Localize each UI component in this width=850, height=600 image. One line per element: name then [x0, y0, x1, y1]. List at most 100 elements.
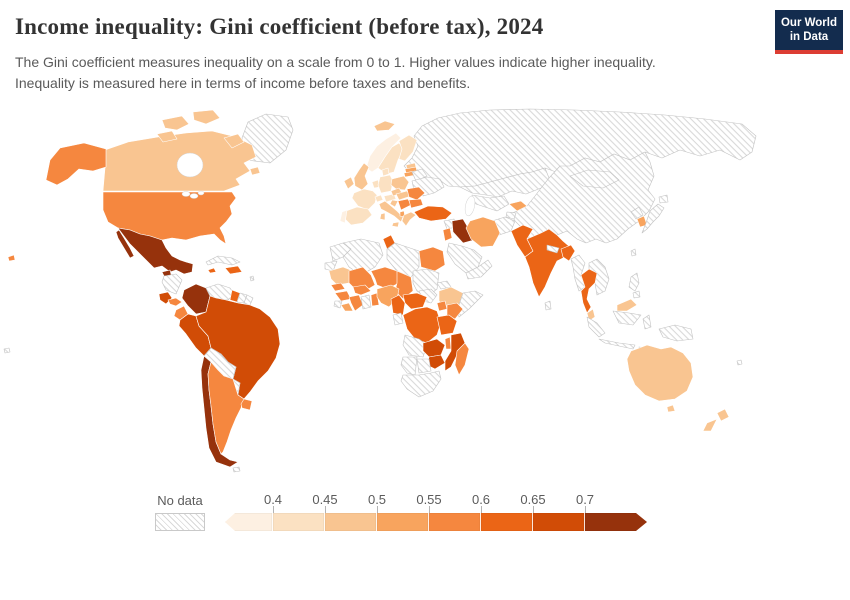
- country-iran[interactable]: [465, 216, 501, 248]
- country-new-zealand[interactable]: [716, 408, 730, 422]
- country-taiwan[interactable]: [630, 248, 637, 257]
- country-japan[interactable]: [658, 194, 669, 204]
- country-germany[interactable]: [377, 174, 394, 194]
- country-bulgaria[interactable]: [408, 198, 424, 209]
- country-belarus[interactable]: [411, 168, 428, 182]
- legend-bin-0.6-0.65[interactable]: [481, 513, 533, 531]
- country-lesser-antilles[interactable]: [249, 275, 255, 282]
- country-turkey[interactable]: [413, 205, 453, 222]
- country-greece[interactable]: [401, 211, 417, 227]
- country-malaysia[interactable]: [616, 298, 638, 312]
- country-denmark[interactable]: [381, 167, 390, 177]
- country-fiji[interactable]: [736, 359, 743, 366]
- country-kazakhstan[interactable]: [459, 167, 550, 198]
- country-nepal[interactable]: [546, 244, 560, 254]
- legend-bin-0.4-0.45[interactable]: [273, 513, 325, 531]
- country-brazil[interactable]: [195, 295, 281, 400]
- country-botswana[interactable]: [416, 358, 432, 374]
- legend-bin-<0.4[interactable]: [225, 513, 273, 531]
- legend-bin-0.5-0.55[interactable]: [377, 513, 429, 531]
- country-egypt[interactable]: [418, 246, 446, 272]
- country-uzbekistan-turkmenistan[interactable]: [471, 194, 510, 212]
- country-namibia[interactable]: [400, 356, 418, 376]
- country-dr-congo[interactable]: [402, 306, 442, 344]
- country-united-kingdom[interactable]: [353, 162, 370, 191]
- country-united-states[interactable]: [45, 142, 107, 186]
- country-senegal[interactable]: [330, 282, 346, 292]
- country-yemen-oman[interactable]: [465, 259, 493, 280]
- country-indonesia[interactable]: [598, 338, 636, 350]
- country-honduras-nicaragua[interactable]: [161, 273, 183, 295]
- country-indonesia[interactable]: [586, 316, 606, 338]
- country-central-african-republic[interactable]: [402, 292, 428, 310]
- country-italy[interactable]: [391, 221, 400, 228]
- country-kenya[interactable]: [446, 302, 464, 320]
- country-greenland[interactable]: [241, 113, 294, 164]
- country-madagascar[interactable]: [454, 342, 470, 376]
- country-poland[interactable]: [390, 175, 410, 191]
- country-sierra-leone[interactable]: [333, 300, 343, 309]
- country-romania[interactable]: [406, 186, 426, 201]
- country-libya[interactable]: [386, 242, 420, 278]
- country-jamaica[interactable]: [207, 267, 217, 274]
- country-chad[interactable]: [394, 270, 414, 300]
- country-philippines[interactable]: [628, 272, 640, 292]
- legend-bin->0.7[interactable]: [585, 513, 647, 531]
- country-falkland-islands[interactable]: [232, 466, 241, 473]
- legend-bin-0.45-0.5[interactable]: [325, 513, 377, 531]
- country-japan[interactable]: [641, 203, 665, 234]
- country-india[interactable]: [524, 228, 571, 298]
- country-argentina[interactable]: [207, 361, 245, 455]
- country-tajikistan[interactable]: [505, 211, 517, 220]
- country-italy[interactable]: [379, 212, 386, 221]
- country-guinea[interactable]: [334, 290, 352, 302]
- country-canada[interactable]: [156, 130, 178, 143]
- country-canada[interactable]: [192, 109, 221, 125]
- country-liberia[interactable]: [340, 302, 354, 312]
- country-myanmar[interactable]: [570, 254, 586, 292]
- country-uruguay[interactable]: [240, 398, 253, 411]
- country-north-korea[interactable]: [630, 206, 644, 220]
- country-indonesia[interactable]: [612, 310, 642, 326]
- country-gabon-congo[interactable]: [392, 312, 404, 326]
- country-italy[interactable]: [378, 200, 404, 223]
- country-mozambique[interactable]: [444, 332, 466, 372]
- country-ghana[interactable]: [360, 294, 372, 310]
- country-ireland[interactable]: [343, 176, 355, 190]
- country-mongolia[interactable]: [569, 169, 620, 189]
- legend-bin-0.55-0.6[interactable]: [429, 513, 481, 531]
- country-sri-lanka[interactable]: [544, 300, 552, 311]
- country-panama[interactable]: [167, 297, 183, 307]
- country-cuba[interactable]: [205, 255, 241, 266]
- country-indonesia[interactable]: [642, 314, 652, 330]
- country-france[interactable]: [351, 188, 378, 211]
- country-canada[interactable]: [161, 115, 190, 131]
- country-israel-jordan[interactable]: [442, 227, 453, 242]
- legend-no-data-swatch[interactable]: [155, 513, 205, 531]
- country-ivory-coast[interactable]: [348, 294, 364, 312]
- country-finland[interactable]: [398, 134, 418, 162]
- country-cameroon[interactable]: [390, 294, 406, 316]
- country-burkina-faso[interactable]: [352, 284, 372, 296]
- country-colombia[interactable]: [181, 283, 211, 315]
- owid-logo[interactable]: Our World in Data: [775, 10, 843, 54]
- country-mexico[interactable]: [117, 227, 194, 275]
- country-new-zealand[interactable]: [702, 418, 718, 432]
- country-australia[interactable]: [666, 404, 676, 413]
- country-iceland[interactable]: [373, 120, 396, 132]
- country-switzerland[interactable]: [374, 194, 384, 203]
- country-thailand[interactable]: [580, 268, 598, 314]
- country-niger[interactable]: [370, 266, 400, 290]
- country-united-states[interactable]: [7, 254, 16, 262]
- country-malawi[interactable]: [444, 336, 452, 350]
- country-south-africa[interactable]: [400, 370, 442, 398]
- country-norway[interactable]: [365, 132, 402, 173]
- country-philippines[interactable]: [632, 290, 641, 299]
- country-portugal[interactable]: [339, 209, 348, 224]
- country-mali[interactable]: [348, 266, 376, 292]
- country-papua-new-guinea[interactable]: [658, 324, 694, 342]
- country-algeria[interactable]: [342, 238, 384, 276]
- country-tanzania[interactable]: [436, 314, 458, 336]
- country-uganda[interactable]: [436, 300, 448, 312]
- country-kyrgyzstan[interactable]: [508, 200, 528, 212]
